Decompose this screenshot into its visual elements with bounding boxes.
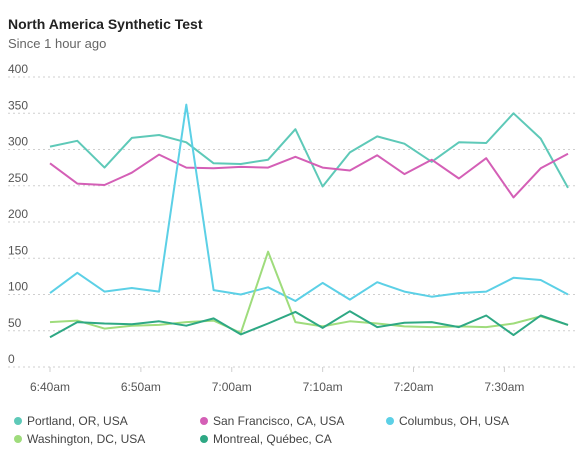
legend-item[interactable]: San Francisco, CA, USA (200, 414, 344, 428)
series-line-1[interactable] (49, 152, 569, 199)
legend-swatch (200, 417, 208, 425)
legend-swatch (200, 435, 208, 443)
y-tick-label: 250 (8, 171, 28, 185)
legend-item[interactable]: Washington, DC, USA (14, 432, 145, 446)
series-line-4[interactable] (49, 310, 569, 339)
y-tick-label: 150 (8, 243, 28, 257)
x-tick-label: 7:30am (484, 380, 524, 394)
legend-swatch (14, 435, 22, 443)
legend-label: San Francisco, CA, USA (213, 414, 345, 428)
legend-swatch (386, 417, 394, 425)
legend-swatch (14, 417, 22, 425)
legend-label: Columbus, OH, USA (399, 414, 510, 428)
series-line-0[interactable] (49, 112, 569, 189)
y-tick-label: 0 (8, 352, 15, 366)
x-tick-label: 7:20am (393, 380, 433, 394)
y-tick-label: 300 (8, 135, 28, 149)
x-tick-label: 7:10am (303, 380, 343, 394)
chart-title: North America Synthetic Test (8, 16, 203, 32)
legend-item[interactable]: Montreal, Québec, CA (200, 432, 332, 446)
series-line-2[interactable] (49, 103, 569, 302)
y-tick-label: 400 (8, 62, 28, 76)
legend-label: Portland, OR, USA (27, 414, 128, 428)
x-tick-label: 7:00am (212, 380, 252, 394)
y-tick-label: 350 (8, 98, 28, 112)
legend-label: Washington, DC, USA (27, 432, 146, 446)
y-tick-label: 50 (8, 316, 22, 330)
legend-label: Montreal, Québec, CA (213, 432, 332, 446)
legend-item[interactable]: Columbus, OH, USA (386, 414, 509, 428)
line-chart: 0 50 100 150 200 250 300 350 400 6:40am 6:50am 7:00… (8, 62, 575, 394)
legend-item[interactable]: Portland, OR, USA (14, 414, 128, 428)
y-tick-label: 200 (8, 207, 28, 221)
chart-subtitle: Since 1 hour ago (8, 36, 107, 51)
x-tick-label: 6:50am (121, 380, 161, 394)
y-tick-label: 100 (8, 280, 28, 294)
x-tick-label: 6:40am (30, 380, 70, 394)
series-line-3[interactable] (49, 250, 569, 334)
